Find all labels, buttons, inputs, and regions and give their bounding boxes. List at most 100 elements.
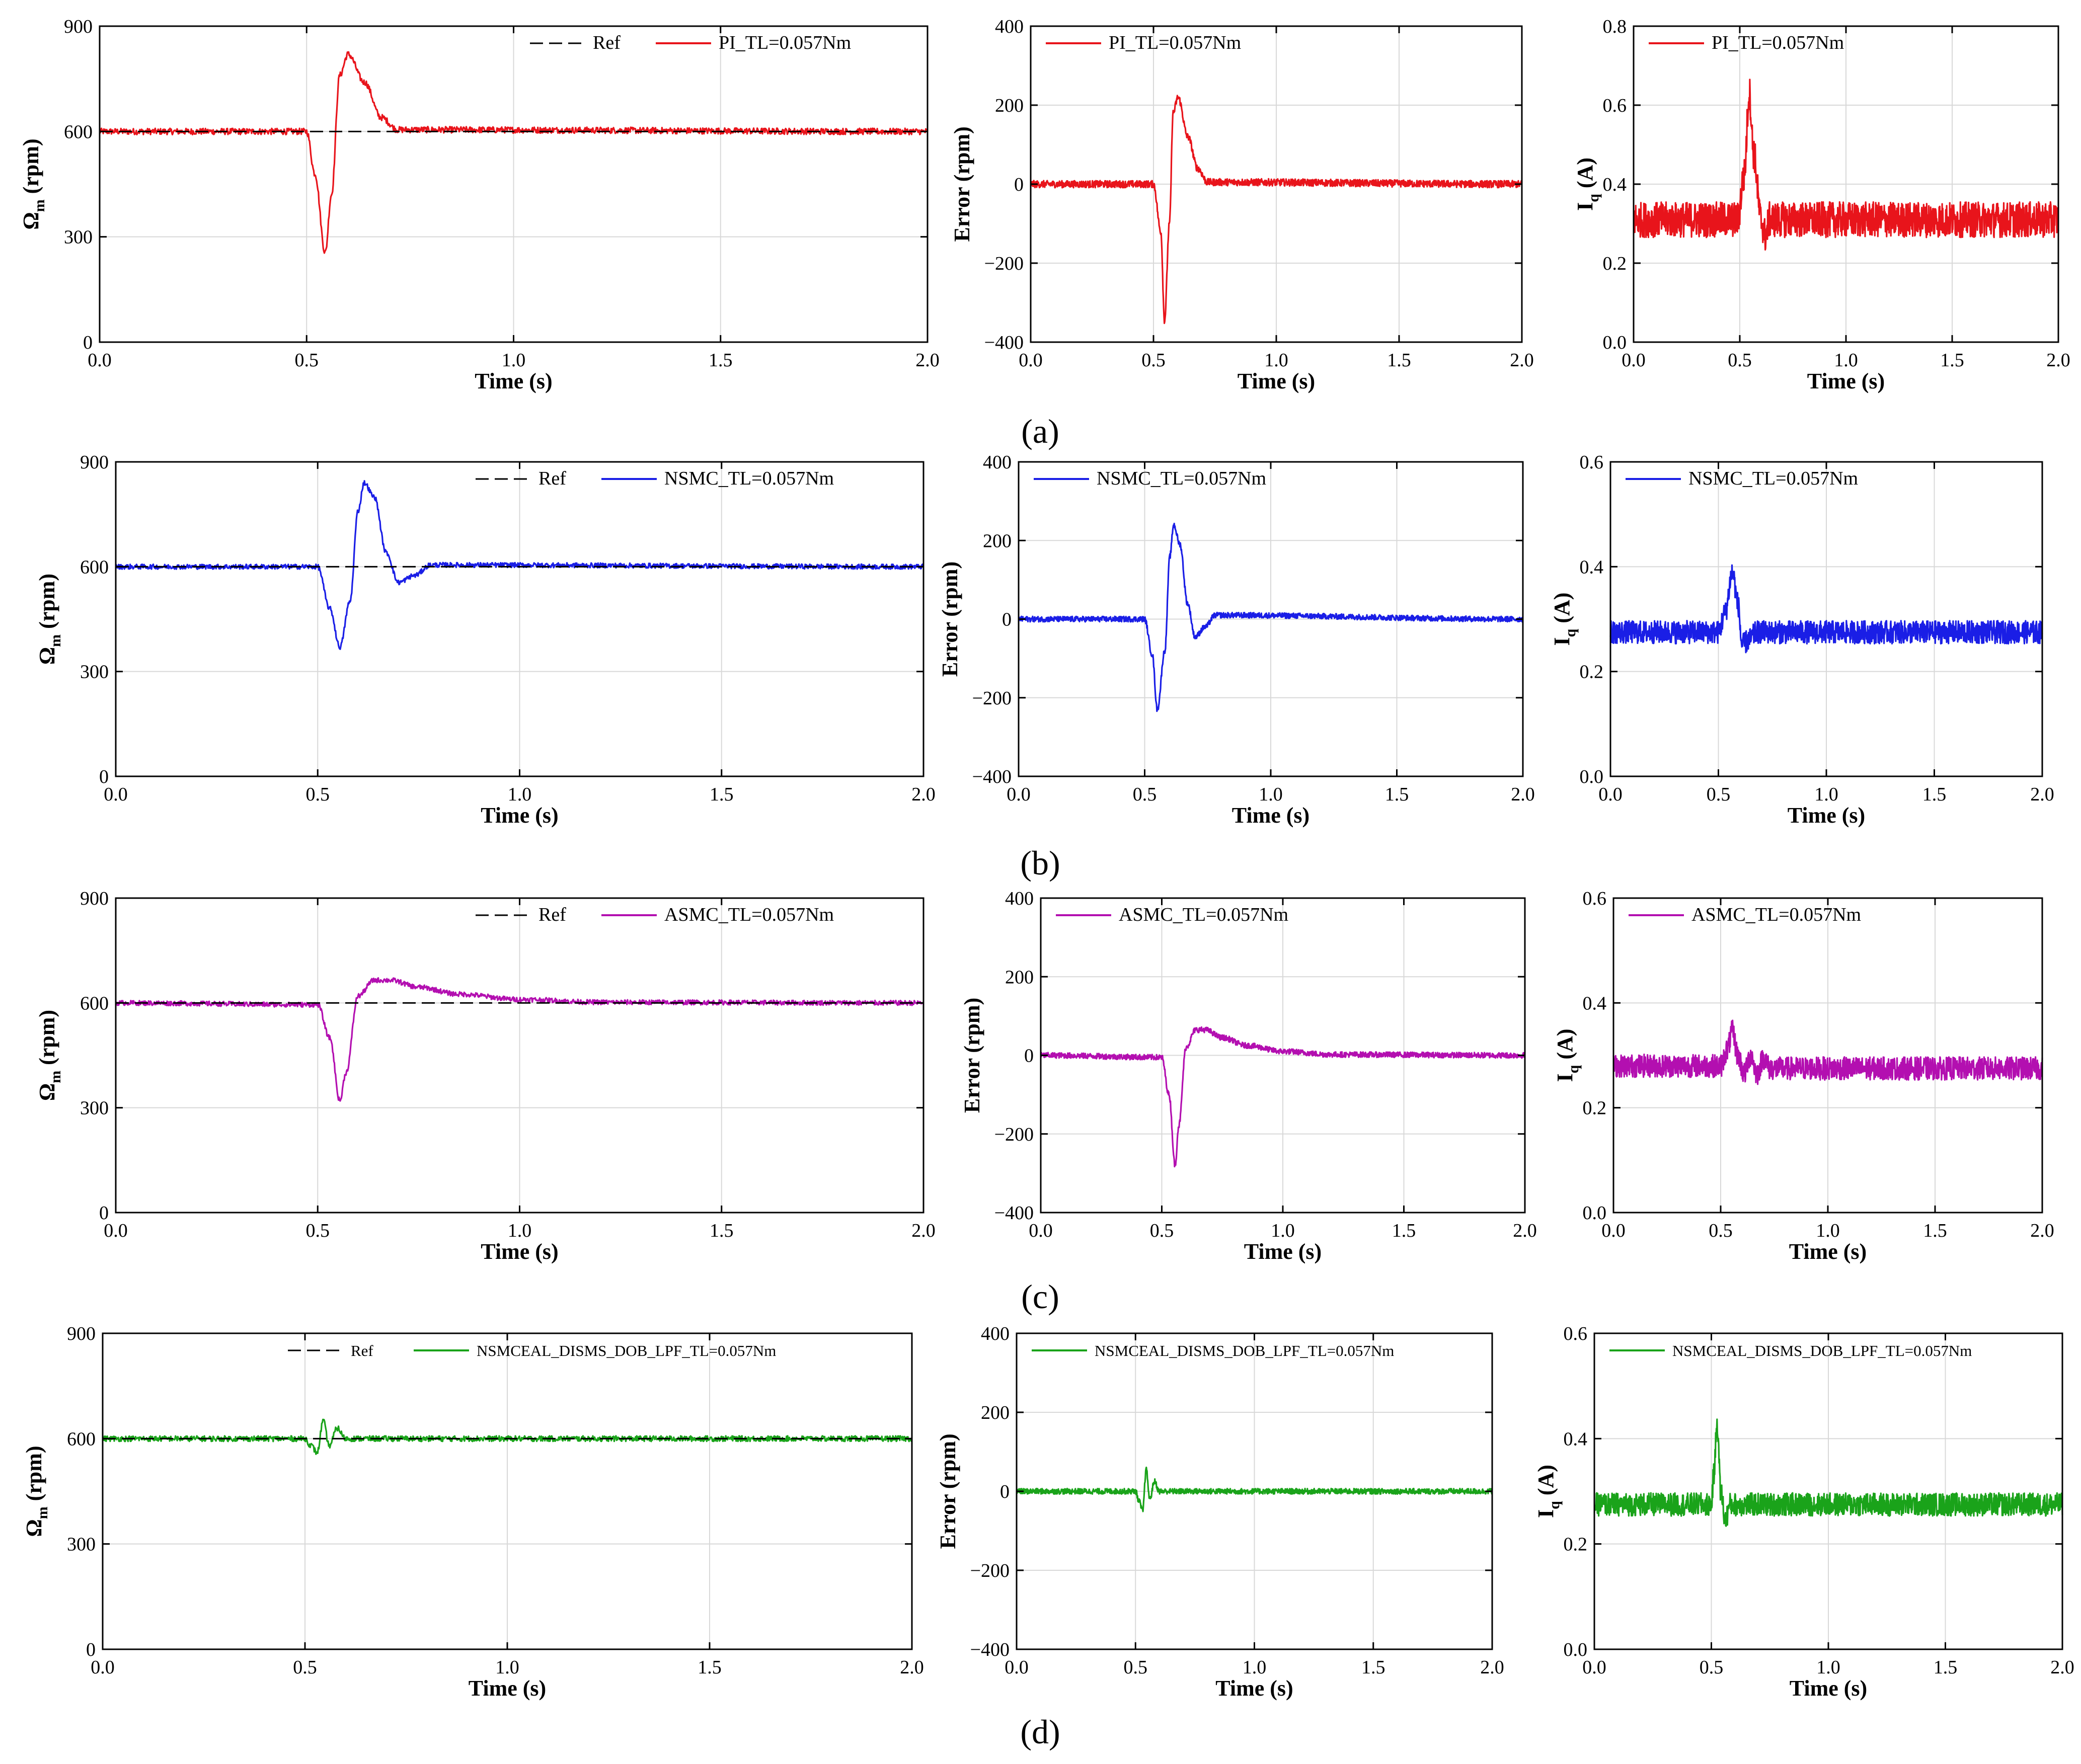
y-tick-label: 0 xyxy=(86,1639,96,1660)
plot-a-error: 0.0 0.5 1.0 1.5 2.0 −400 −200 0 200 400 Time (s) Er… xyxy=(950,16,1534,393)
x-tick-label: 1.5 xyxy=(710,784,734,805)
subfigure-caption: (b) xyxy=(1020,844,1060,882)
x-tick-label: 0.0 xyxy=(1601,1220,1626,1241)
y-tick-label: −400 xyxy=(984,332,1024,353)
x-axis-label: Time (s) xyxy=(1244,1239,1322,1264)
y-axis-label-unit: (rpm) xyxy=(35,574,59,634)
y-axis-label: Iq (A) xyxy=(1533,1465,1563,1518)
x-axis-label: Time (s) xyxy=(1788,803,1865,828)
grid xyxy=(116,898,923,1213)
x-tick-label: 0.5 xyxy=(1700,1657,1724,1678)
y-axis-label-main: Error (rpm) xyxy=(936,1433,960,1549)
x-tick-label: 0.0 xyxy=(104,784,128,805)
y-tick-label: 0.2 xyxy=(1580,662,1604,683)
subfigure-caption: (c) xyxy=(1021,1277,1059,1316)
legend-series-label: NSMC_TL=0.057Nm xyxy=(664,468,834,489)
y-tick-label: 0.0 xyxy=(1603,332,1627,353)
x-tick-label: 1.0 xyxy=(1259,784,1283,805)
y-axis-label: Iq (A) xyxy=(1553,1029,1582,1082)
x-axis-label: Time (s) xyxy=(1807,369,1885,393)
y-tick-label: 0 xyxy=(99,1202,109,1224)
x-tick-label: 0.5 xyxy=(1133,784,1157,805)
y-axis-label-unit: (rpm) xyxy=(22,1446,46,1506)
legend-series-label: NSMCEAL_DISMS_DOB_LPF_TL=0.057Nm xyxy=(1672,1342,1972,1359)
y-tick-label: −200 xyxy=(994,1124,1034,1145)
y-tick-label: 0 xyxy=(83,332,93,353)
x-tick-label: 2.0 xyxy=(2046,350,2070,371)
y-axis-label: Ωm (rpm) xyxy=(19,138,48,229)
series-line-pi xyxy=(1633,78,2059,251)
legend-series-label: NSMCEAL_DISMS_DOB_LPF_TL=0.057Nm xyxy=(1095,1342,1394,1359)
y-axis-label: Ωm (rpm) xyxy=(22,1446,51,1537)
x-tick-label: 1.5 xyxy=(710,1220,734,1241)
y-tick-label: 300 xyxy=(80,662,109,683)
x-tick-label: 1.5 xyxy=(1392,1220,1416,1241)
x-tick-label: 0.0 xyxy=(1007,784,1031,805)
y-tick-label: 0.2 xyxy=(1583,1098,1607,1119)
y-axis-label: Error (rpm) xyxy=(936,1433,960,1549)
x-tick-label: 0.0 xyxy=(88,350,112,371)
y-axis-label-main: Error (rpm) xyxy=(950,126,974,242)
x-tick-label: 0.0 xyxy=(1598,784,1623,805)
x-tick-label: 1.0 xyxy=(1834,350,1858,371)
x-tick-label: 1.5 xyxy=(1387,350,1411,371)
y-tick-label: 600 xyxy=(64,121,93,142)
y-axis-label-sub: q xyxy=(1562,628,1579,637)
series-line-nsmc xyxy=(1018,522,1524,712)
y-tick-label: 0.2 xyxy=(1603,253,1627,274)
y-tick-label: 300 xyxy=(67,1534,96,1555)
legend-series-label: ASMC_TL=0.057Nm xyxy=(1119,904,1288,925)
grid xyxy=(1613,898,2042,1213)
x-tick-label: 2.0 xyxy=(2030,1220,2054,1241)
y-axis-label: Error (rpm) xyxy=(950,126,974,242)
x-tick-label: 1.0 xyxy=(502,350,526,371)
series-line-nsmceal xyxy=(1016,1466,1493,1512)
y-tick-label: 400 xyxy=(983,452,1012,473)
y-axis-label: Iq (A) xyxy=(1573,157,1602,211)
x-tick-label: 0.0 xyxy=(1582,1657,1606,1678)
legend-ref-label: Ref xyxy=(538,468,566,489)
y-tick-label: −200 xyxy=(984,253,1024,274)
grid xyxy=(1594,1333,2062,1649)
x-tick-label: 0.5 xyxy=(1124,1657,1148,1678)
legend-ref-label: Ref xyxy=(351,1342,373,1359)
x-tick-label: 2.0 xyxy=(2030,784,2054,805)
y-axis-label-main: I xyxy=(1550,637,1574,646)
y-tick-label: 0 xyxy=(1024,1046,1034,1067)
x-axis-label: Time (s) xyxy=(475,369,552,393)
y-tick-label: 600 xyxy=(80,993,109,1014)
y-tick-label: 900 xyxy=(80,888,109,909)
x-tick-label: 1.5 xyxy=(1361,1657,1385,1678)
plot-c-speed: 0.0 0.5 1.0 1.5 2.0 0 300 600 900 Time (s) Ωm (rpm… xyxy=(35,888,936,1264)
y-axis-label-sub: m xyxy=(34,1506,51,1519)
x-tick-label: 0.5 xyxy=(1150,1220,1174,1241)
grid xyxy=(1610,462,2042,776)
series-line-asmc xyxy=(1612,1019,2043,1085)
x-tick-label: 1.5 xyxy=(1923,1220,1947,1241)
y-axis-label-main: Ω xyxy=(22,1519,46,1537)
x-tick-label: 2.0 xyxy=(2050,1657,2074,1678)
x-tick-label: 2.0 xyxy=(911,784,936,805)
y-axis-label-sub: m xyxy=(47,634,64,647)
legend-ref-label: Ref xyxy=(593,32,621,53)
x-tick-label: 2.0 xyxy=(911,1220,936,1241)
x-tick-label: 0.0 xyxy=(104,1220,128,1241)
x-tick-label: 0.0 xyxy=(91,1657,115,1678)
subfigure-caption: (d) xyxy=(1020,1713,1060,1751)
series-line-asmc xyxy=(1040,1026,1526,1168)
x-tick-label: 1.5 xyxy=(698,1657,722,1678)
x-tick-label: 0.5 xyxy=(306,784,330,805)
y-tick-label: −400 xyxy=(972,766,1012,787)
x-tick-label: 1.0 xyxy=(1264,350,1288,371)
legend-series-label: NSMC_TL=0.057Nm xyxy=(1688,468,1858,489)
grid xyxy=(1634,26,2058,342)
y-tick-label: 900 xyxy=(64,16,93,37)
y-axis-label-sub: q xyxy=(1585,194,1602,202)
x-tick-label: 1.0 xyxy=(1243,1657,1267,1678)
y-axis-label-unit: (A) xyxy=(1553,1029,1577,1065)
x-tick-label: 1.5 xyxy=(709,350,733,371)
x-axis-label: Time (s) xyxy=(1790,1676,1867,1701)
x-tick-label: 2.0 xyxy=(900,1657,924,1678)
x-tick-label: 1.0 xyxy=(1816,1220,1840,1241)
